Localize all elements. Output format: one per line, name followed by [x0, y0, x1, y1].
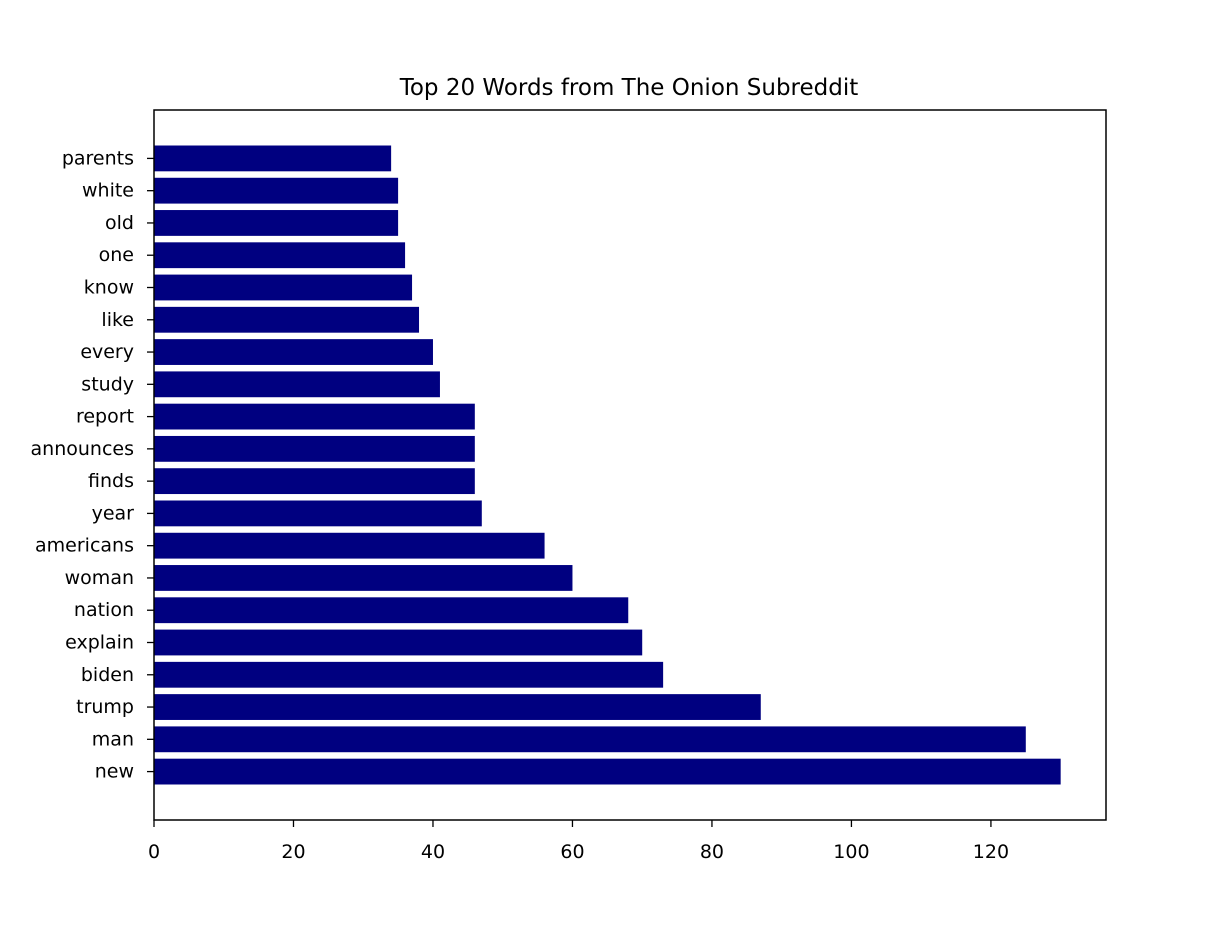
y-tick-label: woman — [65, 567, 134, 589]
x-tick-label: 20 — [281, 841, 305, 863]
bar-finds — [154, 468, 475, 495]
y-axis: new man trump biden explain nation woman americ… — [31, 147, 154, 783]
chart-title: Top 20 Words from The Onion Subreddit — [399, 75, 859, 101]
x-tick-label: 0 — [148, 841, 160, 863]
bar-biden — [154, 661, 664, 688]
bar-like — [154, 306, 420, 333]
bar-explain — [154, 629, 643, 656]
y-tick-label: old — [105, 212, 134, 234]
bar-report — [154, 403, 475, 430]
y-tick-label: finds — [88, 470, 134, 492]
plot-frame — [153, 109, 1107, 821]
x-tick-label: 40 — [421, 841, 445, 863]
bars-layer — [154, 145, 1061, 785]
y-tick-label: year — [92, 502, 135, 524]
bar-one — [154, 242, 406, 269]
bar-white — [154, 177, 399, 204]
y-tick-label: announces — [31, 438, 134, 460]
bar-man — [154, 726, 1026, 753]
bar-year — [154, 500, 482, 527]
y-tick-label: americans — [35, 535, 134, 557]
bar-announces — [154, 435, 475, 462]
bar-old — [154, 210, 399, 236]
bar-study — [154, 371, 440, 398]
x-tick-label: 120 — [973, 841, 1009, 863]
bar-nation — [154, 597, 629, 624]
bar-trump — [154, 694, 761, 720]
y-tick-label: nation — [74, 599, 134, 621]
y-tick-label: white — [82, 180, 134, 202]
bar-parents — [154, 145, 392, 172]
y-tick-label: parents — [62, 147, 134, 169]
y-tick-label: every — [80, 341, 134, 363]
bar-woman — [154, 565, 573, 591]
x-tick-label: 100 — [833, 841, 869, 863]
y-tick-label: trump — [76, 696, 134, 718]
y-tick-label: one — [99, 244, 134, 266]
x-tick-label: 80 — [700, 841, 724, 863]
y-tick-label: biden — [81, 664, 134, 686]
bar-every — [154, 339, 433, 365]
bar-know — [154, 274, 413, 301]
y-tick-label: new — [95, 761, 134, 783]
y-tick-label: man — [92, 728, 134, 750]
bar-new — [154, 758, 1061, 785]
y-tick-label: like — [101, 309, 134, 331]
x-tick-label: 60 — [560, 841, 584, 863]
y-tick-label: report — [76, 406, 134, 428]
y-tick-label: explain — [65, 632, 134, 654]
x-axis: 0 20 40 60 80 100 120 — [148, 820, 1009, 863]
y-tick-label: study — [81, 373, 134, 395]
bar-americans — [154, 532, 545, 559]
y-tick-label: know — [84, 277, 134, 299]
